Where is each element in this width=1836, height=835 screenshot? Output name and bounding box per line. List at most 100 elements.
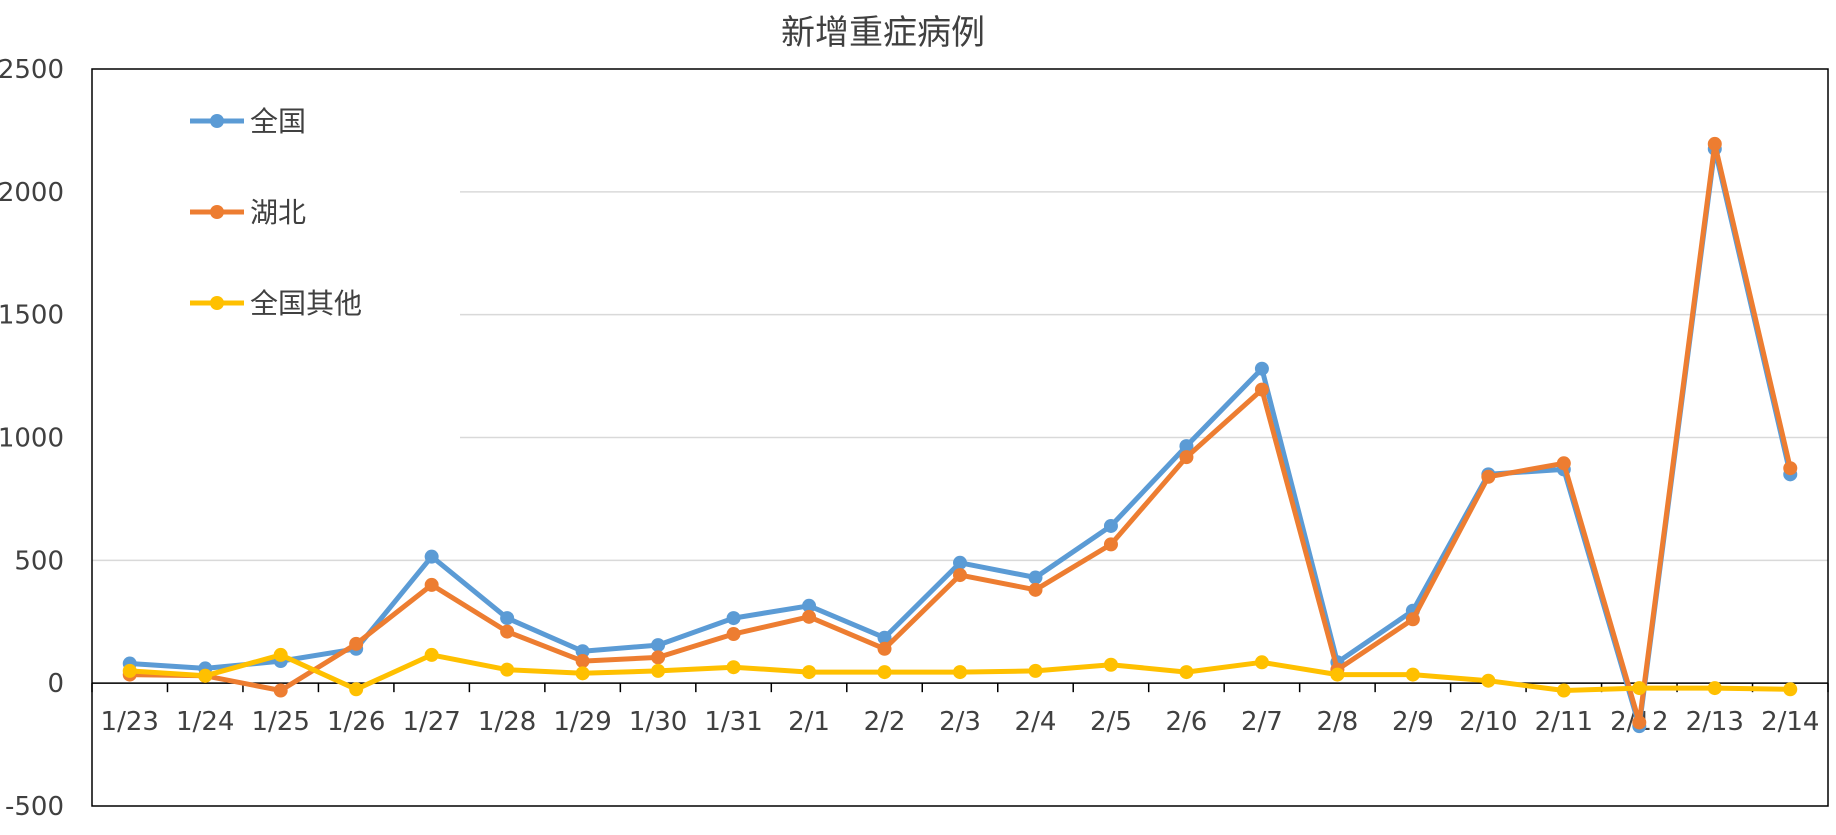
series-2 bbox=[122, 136, 1798, 730]
y-tick-label: 1500 bbox=[0, 301, 64, 331]
data-point bbox=[953, 568, 967, 583]
data-point bbox=[1783, 461, 1798, 476]
data-point bbox=[424, 549, 439, 564]
data-point bbox=[1783, 682, 1798, 697]
legend-label: 全国其他 bbox=[250, 287, 362, 320]
data-point bbox=[1481, 469, 1496, 484]
y-tick-label: 2000 bbox=[0, 178, 64, 208]
data-point bbox=[877, 641, 892, 656]
data-point bbox=[802, 665, 817, 680]
x-tick-label: 2/5 bbox=[1090, 707, 1132, 737]
data-point bbox=[349, 636, 364, 651]
data-point bbox=[953, 555, 967, 570]
chart-title: 新增重症病例 bbox=[781, 13, 985, 53]
y-tick-label: 1000 bbox=[0, 424, 64, 454]
x-tick-label: 2/14 bbox=[1761, 707, 1819, 737]
legend-swatch-marker bbox=[210, 114, 224, 128]
data-point bbox=[122, 663, 137, 678]
data-point bbox=[575, 654, 590, 669]
x-tick-label: 2/10 bbox=[1459, 707, 1517, 737]
x-tick-label: 2/11 bbox=[1535, 707, 1593, 737]
data-point bbox=[726, 660, 741, 675]
data-point bbox=[802, 609, 817, 624]
x-tick-label: 1/29 bbox=[553, 707, 611, 737]
x-tick-label: 2/2 bbox=[864, 707, 906, 737]
data-point bbox=[500, 624, 515, 639]
data-point bbox=[1707, 136, 1722, 151]
data-point bbox=[1330, 667, 1345, 682]
x-tick-label: 1/27 bbox=[402, 707, 460, 737]
x-tick-label: 2/1 bbox=[788, 707, 830, 737]
data-point bbox=[1254, 361, 1269, 376]
data-point bbox=[726, 627, 741, 642]
data-point bbox=[1556, 456, 1571, 471]
y-tick-label: 2500 bbox=[0, 55, 64, 85]
legend-swatch-marker bbox=[210, 205, 224, 219]
data-point bbox=[726, 611, 741, 626]
data-point bbox=[1254, 655, 1269, 670]
data-point bbox=[802, 598, 817, 613]
data-point bbox=[651, 650, 666, 665]
data-point bbox=[575, 644, 590, 659]
data-point bbox=[1179, 439, 1194, 454]
data-point bbox=[273, 647, 288, 662]
data-point bbox=[1028, 582, 1043, 597]
data-point bbox=[1632, 715, 1647, 730]
data-point bbox=[1481, 673, 1496, 688]
data-point bbox=[1707, 681, 1722, 696]
x-tick-label: 2/7 bbox=[1241, 707, 1283, 737]
data-point bbox=[424, 647, 439, 662]
series-3 bbox=[122, 647, 1798, 698]
data-point bbox=[651, 638, 666, 653]
axes: -500 0 500 1000 1500 2000 2500 1/23 1/24 1/25 1/26… bbox=[0, 55, 1829, 822]
legend-label: 湖北 bbox=[250, 196, 306, 229]
y-tick-label: 500 bbox=[14, 546, 64, 576]
y-tick-label: 0 bbox=[47, 669, 64, 699]
legend-item: 全国 bbox=[190, 105, 306, 138]
y-tick-label: -500 bbox=[5, 792, 64, 822]
plot-area bbox=[91, 68, 1829, 807]
x-tick-label: 2/6 bbox=[1166, 707, 1208, 737]
data-point bbox=[1405, 612, 1420, 627]
gridlines bbox=[92, 191, 1828, 684]
data-point bbox=[1556, 683, 1571, 698]
data-point bbox=[1254, 382, 1269, 397]
data-point bbox=[1028, 570, 1043, 585]
data-point bbox=[349, 682, 364, 697]
series-group bbox=[122, 136, 1798, 734]
data-point bbox=[500, 662, 515, 677]
data-point bbox=[273, 683, 288, 698]
x-tick-label: 1/23 bbox=[101, 707, 159, 737]
x-tick-label: 2/9 bbox=[1392, 707, 1434, 737]
legend-item: 湖北 bbox=[190, 196, 306, 229]
data-point bbox=[877, 630, 892, 645]
data-point bbox=[1179, 450, 1194, 465]
data-point bbox=[1103, 518, 1118, 533]
data-point bbox=[1103, 537, 1118, 552]
data-point bbox=[1632, 681, 1647, 696]
data-point bbox=[198, 668, 213, 683]
data-point bbox=[1103, 657, 1118, 672]
x-tick-label: 2/3 bbox=[939, 707, 981, 737]
x-tick-label: 2/8 bbox=[1316, 707, 1358, 737]
x-tick-label: 1/25 bbox=[252, 707, 310, 737]
x-tick-label: 1/28 bbox=[478, 707, 536, 737]
data-point bbox=[651, 663, 666, 678]
legend-item: 全国其他 bbox=[190, 287, 362, 320]
data-point bbox=[1405, 667, 1420, 682]
legend-swatch-marker bbox=[210, 296, 224, 310]
x-tick-label: 1/26 bbox=[327, 707, 385, 737]
data-point bbox=[500, 611, 515, 626]
series-line bbox=[129, 141, 1793, 725]
x-tick-label: 1/24 bbox=[176, 707, 234, 737]
data-point bbox=[575, 666, 590, 681]
data-point bbox=[1028, 663, 1043, 678]
data-point bbox=[877, 665, 892, 680]
data-point bbox=[1179, 665, 1194, 680]
x-tick-label: 1/30 bbox=[629, 707, 687, 737]
x-tick-label: 2/13 bbox=[1686, 707, 1744, 737]
data-point bbox=[953, 665, 967, 680]
